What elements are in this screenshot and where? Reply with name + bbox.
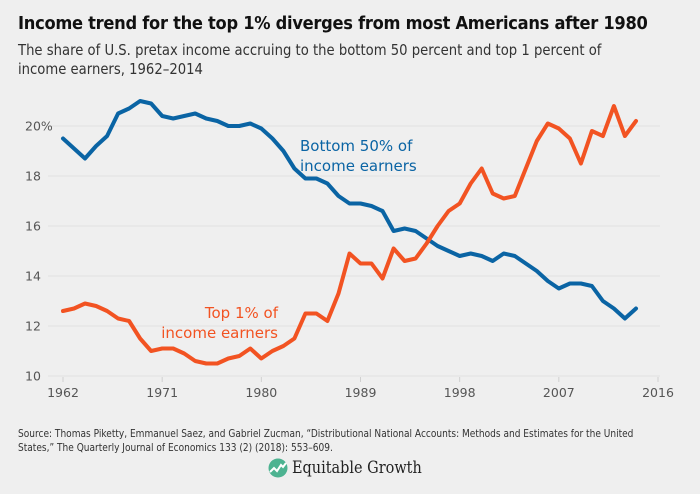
chart-title: Income trend for the top 1% diverges fro… [18, 14, 648, 34]
annotations: Bottom 50% of income earners Top 1% of i… [161, 137, 417, 342]
series-lines [61, 99, 638, 366]
x-tick-label: 1989 [345, 385, 377, 400]
y-tick-label: 14 [25, 269, 41, 284]
chart-subtitle: The share of U.S. pretax income accruing… [18, 41, 602, 78]
x-tick-label: 2007 [543, 385, 575, 400]
equitable-growth-logo: Equitable Growth [268, 458, 445, 478]
bottom-50-line [61, 99, 638, 321]
annotation-top1-line2: income earners [161, 324, 278, 342]
y-tick-label: 10 [25, 369, 41, 384]
x-axis: 1962 1971 1980 1989 1998 2007 2016 [47, 377, 674, 400]
y-tick-label: 18 [25, 169, 41, 184]
x-tick-label: 1971 [146, 385, 178, 400]
y-tick-label: 20% [25, 119, 53, 134]
x-tick-label: 1998 [444, 385, 476, 400]
annotation-top1-line1: Top 1% of [204, 304, 279, 322]
x-tick-label: 1962 [47, 385, 79, 400]
growth-chart-icon [268, 458, 288, 478]
top-1-line [61, 104, 638, 366]
gridlines [48, 125, 660, 377]
y-tick-label: 16 [25, 219, 41, 234]
annotation-bottom50-line2: income earners [300, 157, 417, 175]
annotation-bottom50-line1: Bottom 50% of [300, 137, 413, 155]
x-tick-label: 2016 [642, 385, 674, 400]
source-note: Source: Thomas Piketty, Emmanuel Saez, a… [18, 428, 634, 454]
logo-text: Equitable Growth [292, 458, 422, 478]
line-chart: 10 12 14 16 18 20% 1962 1971 1980 1989 1998 2007 20… [25, 99, 674, 400]
y-tick-label: 12 [25, 319, 41, 334]
y-axis: 10 12 14 16 18 20% [25, 119, 53, 384]
x-tick-label: 1980 [245, 385, 277, 400]
